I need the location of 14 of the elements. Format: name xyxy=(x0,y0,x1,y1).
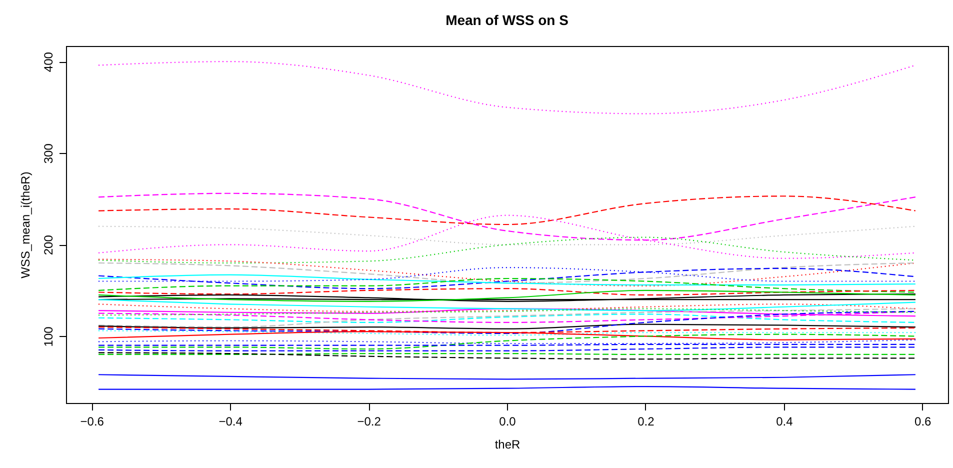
x-tick-label: −0.4 xyxy=(218,414,243,428)
x-axis-title: theR xyxy=(494,438,520,452)
y-tick-label: 300 xyxy=(42,143,56,164)
y-axis-title: WSS_mean_i(theR) xyxy=(18,172,32,278)
x-tick-label: −0.6 xyxy=(80,414,104,428)
x-tick-label: 0.0 xyxy=(499,414,516,428)
x-tick-label: 0.6 xyxy=(914,414,932,428)
y-tick-label: 100 xyxy=(42,326,56,347)
x-tick-label: 0.2 xyxy=(638,414,655,428)
x-tick-label: 0.4 xyxy=(776,414,794,428)
y-tick-label: 400 xyxy=(42,52,56,72)
x-tick-label: −0.2 xyxy=(357,414,382,428)
chart-title: Mean of WSS on S xyxy=(446,12,568,28)
y-tick-label: 200 xyxy=(42,234,56,256)
